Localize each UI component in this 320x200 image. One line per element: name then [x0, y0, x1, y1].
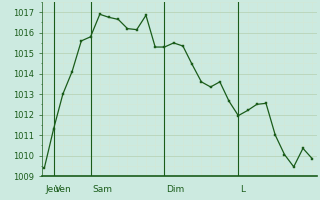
Text: Ven: Ven [55, 185, 72, 194]
Text: Sam: Sam [92, 185, 112, 194]
Text: L: L [240, 185, 245, 194]
Text: Jeu: Jeu [46, 185, 60, 194]
Text: Dim: Dim [166, 185, 184, 194]
